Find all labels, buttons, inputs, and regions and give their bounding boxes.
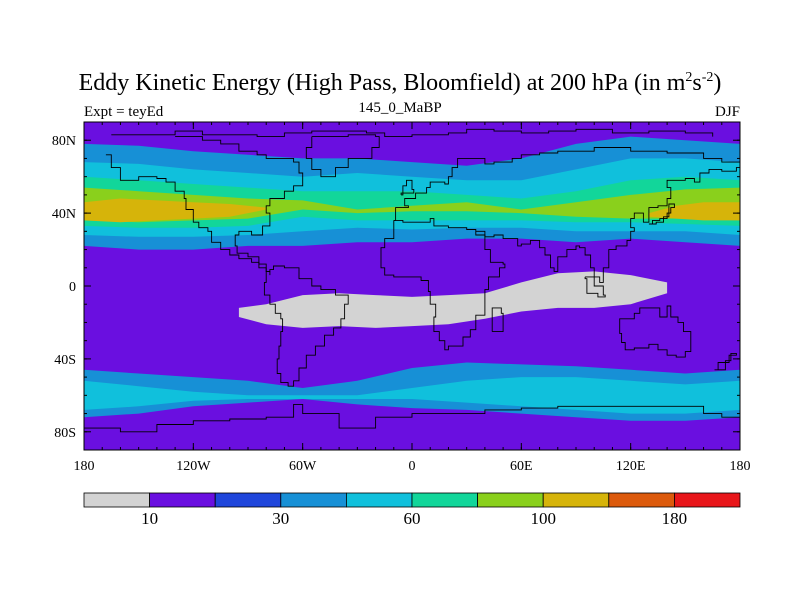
coastline-1	[175, 136, 304, 276]
coastline-0	[111, 128, 714, 138]
colorbar-swatch	[608, 492, 675, 508]
colorbar-swatch	[149, 492, 216, 508]
coastlines	[84, 128, 740, 433]
contour-band-sh-40	[84, 377, 740, 414]
coastline-10	[648, 203, 675, 225]
coastline-11	[400, 179, 415, 196]
axis-ticks: 180 120W 60W 0 60E 120E 180 80N 40N 0 40S 80S	[52, 121, 751, 474]
x-tick-label: 180	[730, 459, 751, 474]
coastline-3	[263, 265, 349, 387]
coastline-4	[305, 134, 380, 178]
experiment-label: Expt = teyEd	[84, 104, 164, 120]
y-tick-label: 40N	[52, 207, 76, 222]
x-tick-label: 0	[409, 459, 416, 474]
colorbar-swatch	[477, 492, 544, 508]
coastline-14	[714, 352, 737, 371]
y-tick-label: 0	[69, 280, 76, 295]
colorbar-label: 30	[272, 509, 289, 528]
x-tick-label: 60W	[289, 459, 317, 474]
contour-band-nh-100-west	[84, 198, 267, 223]
colorbar-swatch	[214, 492, 282, 508]
x-tick-label: 60E	[510, 459, 533, 474]
coastline-9	[84, 403, 740, 433]
coastline-6	[380, 218, 506, 351]
colorbar: 10 30 60 100 180	[83, 492, 741, 528]
colorbar-label: 10	[141, 509, 158, 528]
colorbar-swatch	[674, 492, 741, 508]
colorbar-swatch	[345, 492, 413, 508]
coastline-8	[619, 305, 692, 358]
x-tick-label: 120E	[616, 459, 646, 474]
coastline-7	[475, 165, 740, 283]
x-tick-label: 120W	[176, 459, 211, 474]
coastline-5	[393, 147, 740, 221]
colorbar-swatch	[542, 492, 610, 508]
colorbar-swatch	[83, 492, 150, 508]
x-tick-label: 180	[74, 459, 95, 474]
contour-band-eq-low	[238, 271, 668, 328]
contour-band-nh-100-east	[648, 202, 740, 221]
season-label: DJF	[714, 104, 740, 120]
coastline-13	[584, 276, 606, 298]
y-tick-label: 80S	[54, 426, 76, 441]
colorbar-swatch	[411, 492, 478, 508]
coastline-2	[105, 154, 267, 272]
colorbar-label: 180	[662, 509, 688, 528]
plot-area	[84, 122, 740, 450]
y-tick-label: 40S	[54, 353, 76, 368]
contour-band-nh-80	[84, 187, 740, 223]
coastline-12	[491, 307, 504, 333]
colorbar-swatch	[280, 492, 347, 508]
colorbar-label: 100	[530, 509, 556, 528]
chart-title: Eddy Kinetic Energy (High Pass, Bloomfie…	[78, 70, 722, 96]
chart-subtitle: 145_0_MaBP	[358, 100, 442, 116]
colorbar-label: 60	[404, 509, 421, 528]
y-tick-label: 80N	[52, 134, 76, 149]
